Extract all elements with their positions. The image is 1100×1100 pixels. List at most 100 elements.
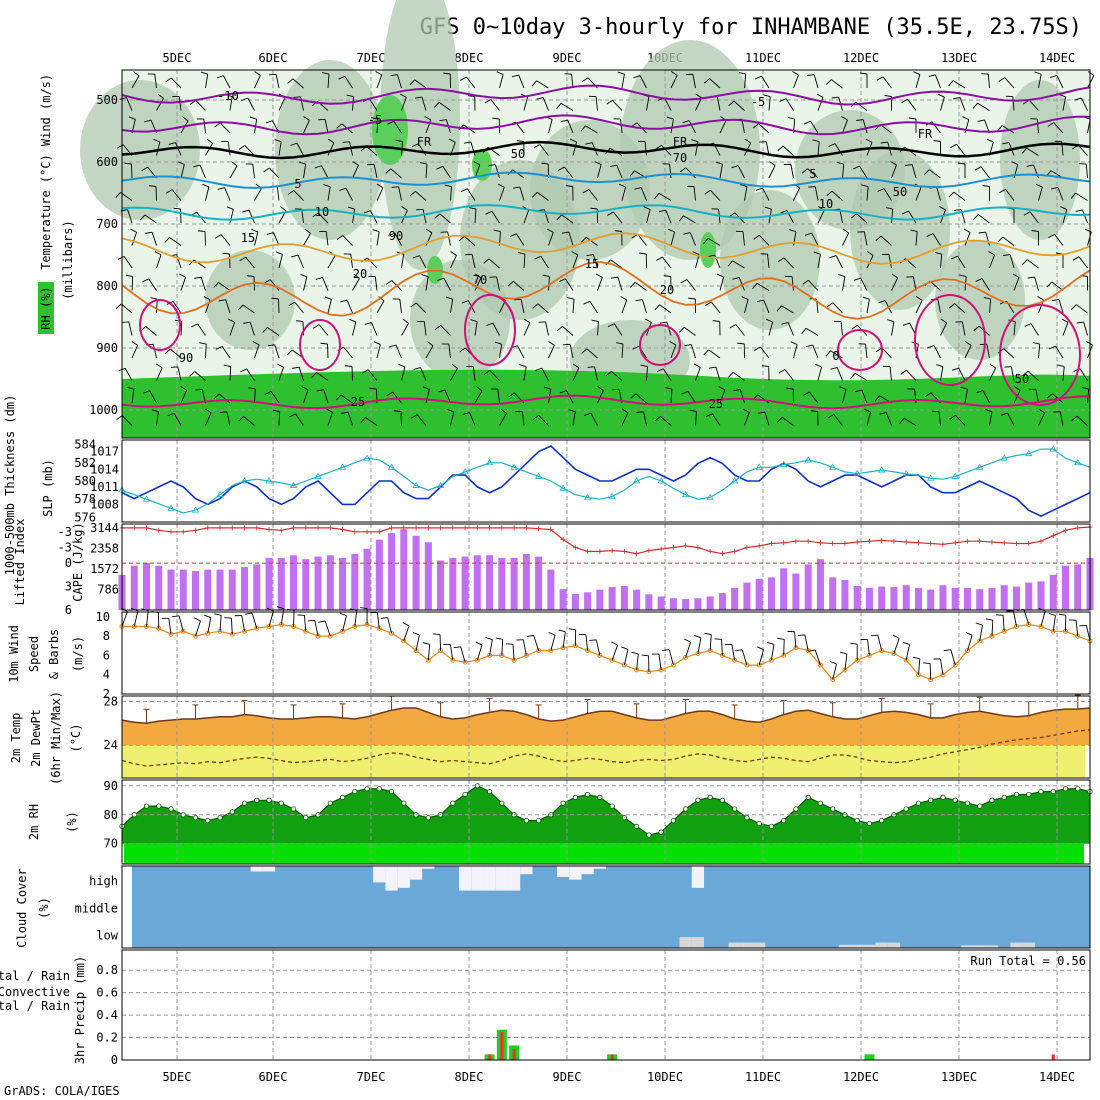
- upper-wind-barb-flag: [414, 96, 422, 99]
- upper-wind-barb: [392, 391, 402, 404]
- cape-bar: [755, 578, 763, 610]
- lifted-index-marker: [707, 548, 713, 554]
- upper-wind-barb-flag: [303, 116, 310, 121]
- upper-wind-barb-flag: [682, 120, 690, 124]
- upper-wind-barb-flag: [1050, 74, 1058, 78]
- upper-wind-barb: [278, 367, 284, 381]
- upper-wind-barb: [768, 96, 771, 111]
- upper-wind-barb-flag: [1071, 304, 1077, 310]
- wind10m-barb-flag: [611, 641, 618, 646]
- temp2m-axis-label: 2m Temp: [9, 713, 23, 764]
- upper-wind-barb: [980, 166, 990, 179]
- wind10m-barb-flag: [985, 618, 993, 621]
- upper-wind-barb-flag: [1048, 233, 1055, 239]
- upper-wind-barb: [523, 366, 527, 381]
- upper-wind-barb: [295, 413, 304, 426]
- upper-wind-barb: [889, 366, 892, 381]
- high-cloud-bar: [495, 866, 508, 891]
- upper-wind-barb: [781, 416, 794, 426]
- thickness-marker: [363, 454, 371, 461]
- thickness-marker: [216, 490, 224, 498]
- upper-wind-barb: [937, 299, 941, 314]
- lifted-index-marker: [315, 525, 321, 531]
- upper-wind-barb-flag: [556, 325, 563, 332]
- upper-wind-barb: [915, 231, 918, 246]
- rh-marker: [290, 806, 297, 812]
- wind10m-barb: [844, 653, 848, 670]
- wind10m-barb: [522, 639, 527, 656]
- thickness-marker: [804, 456, 812, 463]
- upper-wind-barb-flag: [616, 342, 624, 345]
- upper-wind-barb: [737, 165, 745, 179]
- upper-wind-barb: [450, 255, 457, 269]
- upper-wind-barb: [226, 411, 231, 426]
- wind10m-barb-flag: [402, 622, 410, 627]
- upper-wind-barb-flag: [581, 77, 589, 83]
- upper-wind-barb: [708, 349, 721, 359]
- rh-marker: [989, 797, 995, 803]
- upper-wind-barb: [592, 254, 598, 269]
- upper-wind-barb-flag: [801, 328, 807, 334]
- upper-wind-barb: [229, 366, 232, 381]
- upper-wind-barb: [156, 141, 161, 156]
- upper-wind-barb: [220, 234, 231, 246]
- temp-contour-25-cell: [139, 299, 181, 351]
- wind-speed-marker: [1026, 622, 1032, 628]
- lifted-index-marker: [131, 525, 137, 531]
- upper-wind-barb-flag: [878, 300, 886, 304]
- upper-wind-barb-flag: [439, 119, 447, 122]
- wind-speed-marker: [756, 662, 762, 668]
- upper-wind-barb-flag: [629, 170, 635, 177]
- cape-bar: [314, 556, 322, 610]
- wind10m-axis-label: 10m Wind: [7, 625, 21, 683]
- upper-wind-barb: [989, 411, 993, 426]
- upper-wind-barb: [840, 321, 843, 336]
- cape-bar: [584, 592, 592, 610]
- wind10m-barb-flag: [453, 646, 461, 649]
- upper-wind-barb: [670, 119, 674, 134]
- upper-wind-barb-flag: [448, 138, 456, 143]
- upper-wind-barb: [817, 210, 825, 224]
- upper-wind-barb: [470, 141, 476, 156]
- upper-wind-barb: [641, 299, 647, 314]
- upper-wind-barb: [588, 189, 598, 201]
- upper-wind-barb-flag: [199, 342, 207, 345]
- upper-wind-barb-flag: [340, 299, 348, 303]
- upper-wind-barb: [548, 345, 555, 359]
- upper-wind-barb-flag: [1075, 209, 1083, 212]
- wind10m-barb-flag: [704, 632, 712, 636]
- upper-wind-barb: [536, 80, 549, 89]
- upper-wind-barb: [499, 187, 505, 201]
- wind10m-barb: [427, 644, 431, 661]
- rh-moderate-area: [380, 0, 460, 270]
- upper-wind-barb-flag: [924, 392, 932, 398]
- upper-wind-barb: [1056, 75, 1064, 89]
- upper-wind-barb-flag: [314, 165, 322, 169]
- cape-bar: [743, 582, 751, 610]
- upper-wind-barb-flag: [476, 386, 483, 392]
- upper-wind-barb: [254, 388, 256, 404]
- upper-wind-barb: [739, 389, 745, 404]
- upper-wind-barb: [425, 276, 429, 291]
- upper-wind-barb: [1007, 412, 1015, 426]
- upper-wind-barb-flag: [1074, 97, 1082, 101]
- rh-marker: [425, 815, 431, 821]
- upper-wind-barb: [422, 209, 427, 224]
- upper-wind-barb: [1009, 254, 1015, 269]
- upper-wind-barb-flag: [583, 300, 591, 305]
- upper-wind-barb: [617, 276, 623, 291]
- upper-wind-barb: [817, 97, 824, 111]
- upper-wind-barb-flag: [787, 117, 795, 120]
- upper-wind-barb: [499, 344, 503, 359]
- upper-wind-barb: [327, 142, 335, 156]
- upper-wind-barb-flag: [402, 318, 409, 324]
- precip-total-label: Total / Rain: [0, 999, 70, 1013]
- upper-wind-barb: [888, 254, 892, 269]
- upper-wind-barb: [756, 282, 770, 291]
- wind-speed-marker: [879, 648, 885, 654]
- upper-wind-barb-flag: [733, 389, 741, 392]
- wind10m-barb: [697, 637, 702, 654]
- rh-marker: [303, 815, 309, 821]
- upper-wind-barb-flag: [977, 119, 985, 122]
